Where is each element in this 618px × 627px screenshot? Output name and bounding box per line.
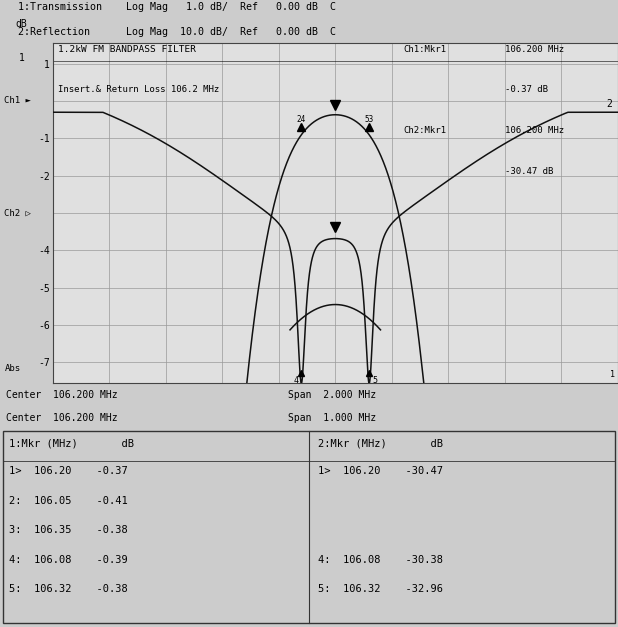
Text: 5: 5 — [373, 376, 378, 385]
Text: Center  106.200 MHz                             Span  1.000 MHz: Center 106.200 MHz Span 1.000 MHz — [6, 413, 376, 423]
Text: 4:  106.08    -30.38: 4: 106.08 -30.38 — [318, 555, 443, 565]
Text: Ch2 ▷: Ch2 ▷ — [4, 209, 32, 218]
Text: dB: dB — [15, 19, 27, 29]
Text: 3:  106.35    -0.38: 3: 106.35 -0.38 — [9, 525, 128, 535]
Text: 4:  106.08    -0.39: 4: 106.08 -0.39 — [9, 555, 128, 565]
Text: 24: 24 — [297, 115, 306, 124]
Text: 2:Reflection      Log Mag  10.0 dB/  Ref   0.00 dB  C: 2:Reflection Log Mag 10.0 dB/ Ref 0.00 d… — [6, 28, 336, 38]
Text: 5:  106.32    -32.96: 5: 106.32 -32.96 — [318, 584, 443, 594]
Text: 4: 4 — [293, 376, 298, 385]
Text: 106.200 MHz: 106.200 MHz — [505, 45, 564, 54]
Text: -0.37 dB: -0.37 dB — [505, 85, 548, 95]
Text: Insert.& Return Loss 106.2 MHz: Insert.& Return Loss 106.2 MHz — [58, 85, 219, 95]
Text: 1: 1 — [19, 53, 24, 63]
Text: 5:  106.32    -0.38: 5: 106.32 -0.38 — [9, 584, 128, 594]
Text: 1: 1 — [610, 370, 615, 379]
Text: 1>  106.20    -30.47: 1> 106.20 -30.47 — [318, 466, 443, 476]
Text: 2: 2 — [606, 98, 612, 108]
Text: Ch1 ►: Ch1 ► — [4, 97, 32, 105]
Text: Abs: Abs — [4, 364, 20, 374]
Text: 1>  106.20    -0.37: 1> 106.20 -0.37 — [9, 466, 128, 476]
Text: -30.47 dB: -30.47 dB — [505, 167, 553, 176]
Text: Center  106.200 MHz                             Span  2.000 MHz: Center 106.200 MHz Span 2.000 MHz — [6, 390, 376, 400]
Text: 2:Mkr (MHz)       dB: 2:Mkr (MHz) dB — [318, 438, 443, 448]
Text: 1:Transmission    Log Mag   1.0 dB/  Ref   0.00 dB  C: 1:Transmission Log Mag 1.0 dB/ Ref 0.00 … — [6, 3, 336, 12]
Text: 2:  106.05    -0.41: 2: 106.05 -0.41 — [9, 495, 128, 505]
Text: 1:Mkr (MHz)       dB: 1:Mkr (MHz) dB — [9, 438, 134, 448]
Text: Ch1:Mkr1: Ch1:Mkr1 — [403, 45, 446, 54]
Text: 53: 53 — [365, 115, 374, 124]
Text: 106.200 MHz: 106.200 MHz — [505, 126, 564, 135]
Text: Ch2:Mkr1: Ch2:Mkr1 — [403, 126, 446, 135]
Text: 1.2kW FM BANDPASS FILTER: 1.2kW FM BANDPASS FILTER — [58, 45, 196, 54]
